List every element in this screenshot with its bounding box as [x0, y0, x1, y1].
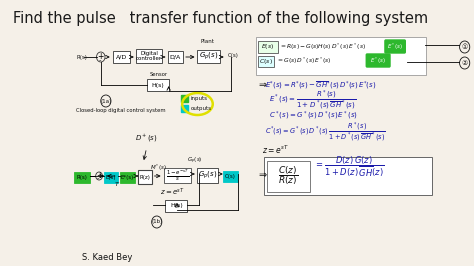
Text: $C^{*}(s) = G^*(s)\,D^*(s)\,\dfrac{R^*(s)}{1 + D^*(s)\,\overline{GH}^*(s)}$: $C^{*}(s) = G^*(s)\,D^*(s)\,\dfrac{R^*(s… [265, 120, 386, 144]
FancyBboxPatch shape [198, 168, 218, 183]
Text: ②: ② [462, 60, 468, 66]
FancyBboxPatch shape [168, 51, 183, 63]
Text: $\frac{1-e^{-sT}}{s}$: $\frac{1-e^{-sT}}{s}$ [165, 168, 189, 183]
FancyBboxPatch shape [165, 200, 187, 212]
Text: $C(s)$: $C(s)$ [259, 56, 273, 65]
Text: $\dfrac{C(z)}{R(z)}$: $\dfrac{C(z)}{R(z)}$ [278, 165, 298, 188]
Text: C(s): C(s) [225, 174, 236, 179]
Text: Digital
controller: Digital controller [136, 51, 162, 61]
Text: $C^*(s) = G^*(s)\,D^*(s)\,E^*(s)$: $C^*(s) = G^*(s)\,D^*(s)\,E^*(s)$ [269, 110, 358, 122]
Text: R(s): R(s) [77, 175, 88, 180]
Text: Sensor: Sensor [149, 72, 167, 77]
Text: (1a): (1a) [100, 98, 111, 103]
Text: Plant: Plant [201, 39, 215, 44]
FancyBboxPatch shape [198, 50, 219, 63]
Text: S. Kaed Bey: S. Kaed Bey [82, 253, 133, 263]
FancyBboxPatch shape [366, 54, 390, 67]
Text: $G_p(s)$: $G_p(s)$ [198, 170, 217, 181]
Text: $G_p(s)$: $G_p(s)$ [199, 51, 218, 62]
FancyBboxPatch shape [223, 171, 238, 182]
Text: $= R(s) - G(s)H(s)\,D^*(s)\,E^*(s)$: $= R(s) - G(s)H(s)\,D^*(s)\,E^*(s)$ [279, 41, 366, 52]
Text: E*(s): E*(s) [121, 175, 134, 180]
Text: +: + [96, 171, 102, 180]
Text: H(s): H(s) [151, 82, 164, 88]
Text: $D^+(s)$: $D^+(s)$ [135, 133, 158, 144]
Text: $E^*(s)$: $E^*(s)$ [387, 41, 403, 52]
FancyBboxPatch shape [181, 105, 188, 112]
FancyBboxPatch shape [258, 56, 274, 66]
Text: $z = e^{sT}$: $z = e^{sT}$ [262, 144, 289, 156]
FancyBboxPatch shape [104, 172, 118, 183]
FancyBboxPatch shape [137, 49, 162, 63]
FancyBboxPatch shape [264, 157, 432, 195]
FancyBboxPatch shape [266, 160, 310, 192]
Text: H(s): H(s) [170, 203, 182, 209]
Text: R(s): R(s) [76, 55, 87, 60]
Text: C(s): C(s) [228, 53, 239, 59]
FancyBboxPatch shape [164, 168, 191, 183]
Text: (1b): (1b) [151, 219, 163, 225]
Text: ①: ① [462, 44, 468, 50]
Text: -: - [97, 175, 99, 181]
FancyBboxPatch shape [74, 172, 90, 183]
Text: +: + [98, 52, 104, 61]
Text: $\Rightarrow$: $\Rightarrow$ [257, 170, 268, 180]
Text: inputs: inputs [191, 96, 208, 101]
FancyBboxPatch shape [181, 95, 188, 102]
Text: $E^*(s) = \dfrac{R^*(s)}{1 + D^*(s)\,\overline{GH}^*(s)}$: $E^*(s) = \dfrac{R^*(s)}{1 + D^*(s)\,\ov… [269, 88, 356, 112]
Text: A/D: A/D [116, 55, 127, 60]
FancyBboxPatch shape [120, 172, 135, 183]
Text: $G_p(s)$: $G_p(s)$ [187, 156, 203, 166]
Text: $E^*(s)$: $E^*(s)$ [370, 55, 386, 66]
Text: $E^{*}(s) = R^{*}(s) - \overline{GH}^{*}(s)\,D^{*}(s)\,E^{*}(s)$: $E^{*}(s) = R^{*}(s) - \overline{GH}^{*}… [265, 79, 377, 91]
FancyBboxPatch shape [113, 51, 129, 63]
Text: $= G(s)\,D^*(s)\,E^*(s)$: $= G(s)\,D^*(s)\,E^*(s)$ [275, 56, 331, 66]
Text: $z = e^{sT}$: $z = e^{sT}$ [160, 187, 184, 198]
Text: -: - [98, 57, 101, 64]
Text: T: T [114, 182, 118, 187]
Text: D/A: D/A [170, 55, 181, 60]
FancyBboxPatch shape [385, 40, 405, 53]
Text: outputs: outputs [191, 106, 212, 111]
Text: $= \dfrac{D(z)\,G(z)}{1 + D(z)\,\overline{GH}(z)}$: $= \dfrac{D(z)\,G(z)}{1 + D(z)\,\overlin… [314, 155, 384, 179]
FancyBboxPatch shape [258, 40, 278, 52]
FancyBboxPatch shape [146, 79, 169, 91]
Text: E(s): E(s) [106, 175, 116, 180]
Text: $E(s)$: $E(s)$ [261, 42, 274, 51]
FancyBboxPatch shape [138, 170, 152, 184]
Text: $M^*(s)$: $M^*(s)$ [150, 163, 167, 173]
Text: Closed-loop digital control system: Closed-loop digital control system [76, 108, 166, 113]
FancyBboxPatch shape [256, 37, 426, 75]
Text: $\Rightarrow$: $\Rightarrow$ [257, 80, 268, 90]
Text: Find the pulse   transfer function of the following system: Find the pulse transfer function of the … [13, 11, 428, 26]
Text: R(z): R(z) [139, 174, 150, 180]
